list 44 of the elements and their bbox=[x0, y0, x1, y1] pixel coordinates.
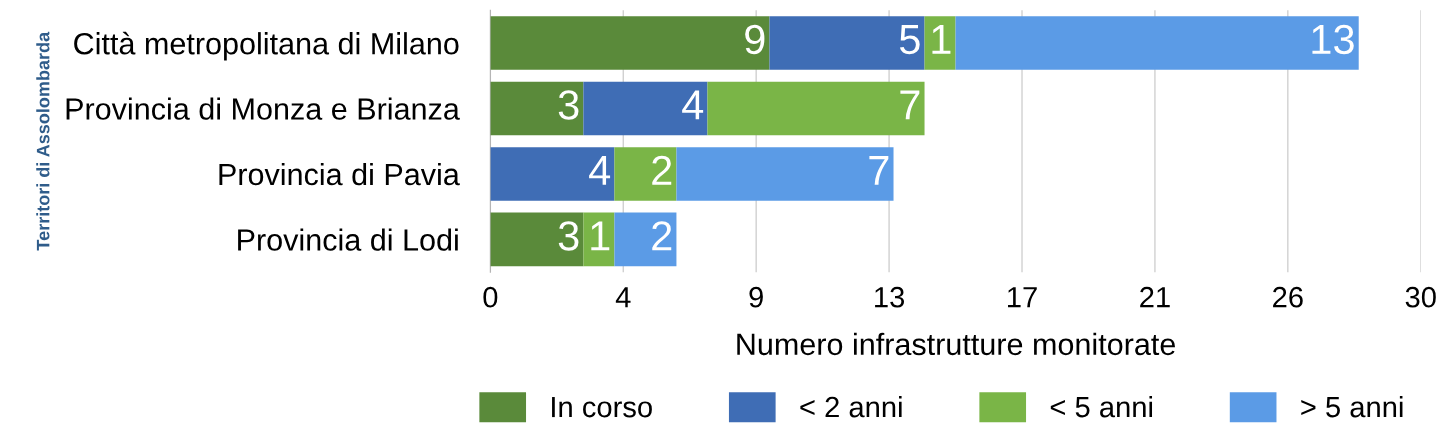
bar bbox=[769, 16, 925, 70]
x-tick-label: 9 bbox=[749, 286, 763, 308]
bar bbox=[924, 16, 956, 70]
legend-label: In corso bbox=[552, 397, 652, 418]
x-tick-label: 30 bbox=[1405, 286, 1436, 308]
data-label: 4 bbox=[589, 156, 611, 185]
bar bbox=[490, 16, 770, 70]
data-label: 4 bbox=[682, 90, 704, 120]
bar bbox=[955, 16, 1359, 70]
x-tick-label: 21 bbox=[1140, 286, 1170, 308]
x-tick-label: 26 bbox=[1273, 286, 1303, 308]
data-label: 7 bbox=[900, 90, 920, 120]
legend-label: < 2 anni bbox=[800, 395, 902, 418]
legend-label: < 5 anni bbox=[1050, 395, 1153, 418]
y-tick-label: Provincia di Pavia bbox=[219, 162, 460, 186]
bar bbox=[614, 147, 677, 201]
data-label: 9 bbox=[745, 24, 765, 55]
y-tick-label: Città metropolitana di Milano bbox=[74, 31, 459, 61]
data-label: 3 bbox=[558, 221, 579, 251]
bar bbox=[676, 147, 894, 201]
bar bbox=[490, 147, 615, 201]
data-label: 1 bbox=[591, 221, 610, 251]
bar bbox=[490, 212, 584, 267]
y-tick-label: Provincia di Monza e Brianza bbox=[66, 97, 460, 120]
legend-label: > 5 anni bbox=[1301, 395, 1403, 418]
x-tick-label: 17 bbox=[1008, 287, 1037, 308]
data-label: 7 bbox=[869, 156, 889, 185]
data-label: 13 bbox=[1312, 24, 1354, 55]
bar bbox=[707, 81, 925, 136]
x-axis-title: Numero infrastrutture monitorate bbox=[737, 332, 1175, 356]
y-tick-label: Provincia di Lodi bbox=[238, 228, 458, 251]
y-axis-title: Territori di Assolombarda bbox=[36, 31, 50, 251]
data-label: 2 bbox=[652, 155, 672, 185]
bar bbox=[583, 212, 615, 267]
bar bbox=[614, 212, 677, 267]
data-label: 3 bbox=[558, 90, 579, 120]
x-tick-label: 4 bbox=[615, 287, 631, 308]
bar bbox=[583, 81, 708, 136]
data-label: 5 bbox=[899, 25, 920, 55]
data-label: 1 bbox=[932, 25, 951, 54]
data-label: 2 bbox=[652, 221, 672, 251]
bar bbox=[490, 81, 584, 136]
x-tick-label: 0 bbox=[483, 286, 498, 308]
x-tick-label: 13 bbox=[875, 286, 905, 308]
